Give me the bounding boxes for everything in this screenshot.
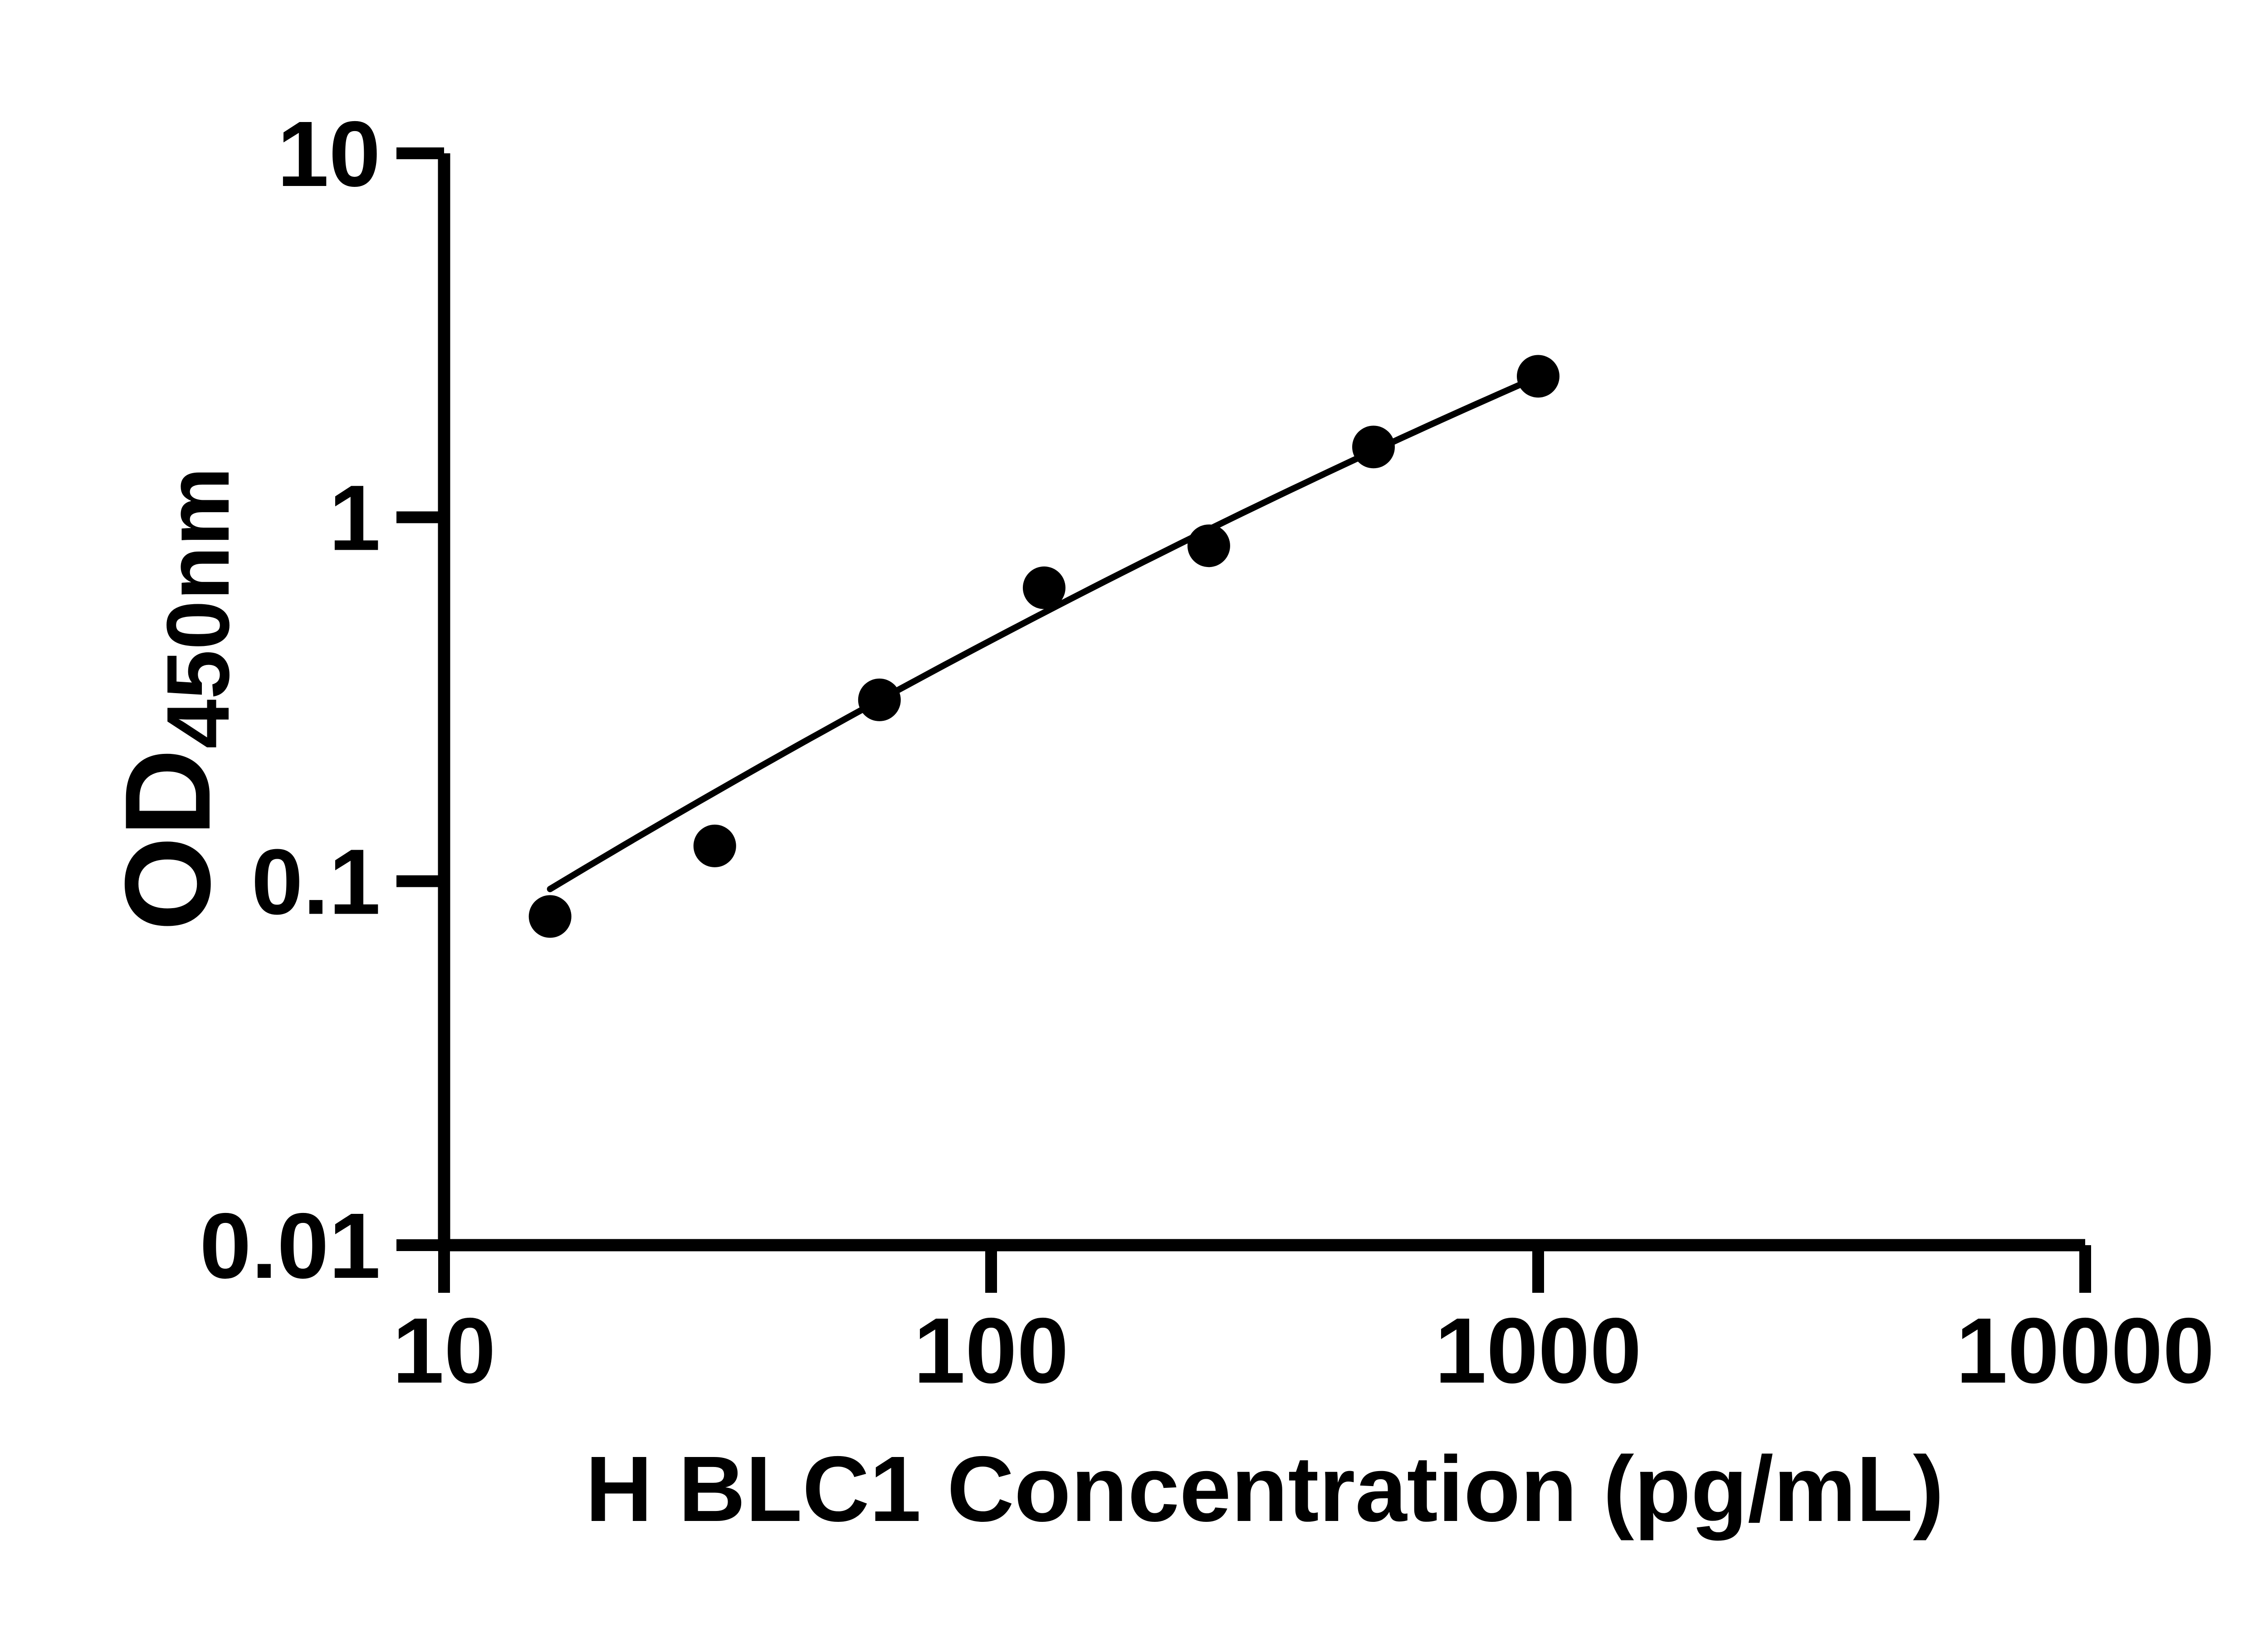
data-point: [1352, 425, 1395, 469]
y-axis-title: OD450nm: [99, 467, 248, 931]
data-point: [1022, 566, 1066, 609]
data-point: [858, 678, 901, 721]
y-axis-title-subscript: 450nm: [148, 467, 248, 748]
y-axis-title-main: OD: [99, 749, 235, 931]
data-point: [1517, 355, 1559, 398]
x-tick-label: 100: [914, 1299, 1069, 1403]
plot-area: 0.01 0.1 1 10 10 100 1000 10000: [200, 102, 2214, 1403]
data-point: [528, 895, 572, 938]
data-point: [1187, 524, 1230, 567]
y-tick-label: 10: [277, 102, 381, 206]
y-tick-label: 0.01: [200, 1194, 381, 1298]
y-tick-label: 0.1: [251, 830, 381, 934]
x-axis-title: H BLC1 Concentration (pg/mL): [585, 1437, 1944, 1541]
y-tick-label: 1: [329, 466, 381, 570]
x-tick-label: 1000: [1435, 1299, 1642, 1403]
data-point: [693, 824, 736, 867]
x-tick-label: 10000: [1956, 1299, 2214, 1403]
x-tick-label: 10: [392, 1299, 496, 1403]
